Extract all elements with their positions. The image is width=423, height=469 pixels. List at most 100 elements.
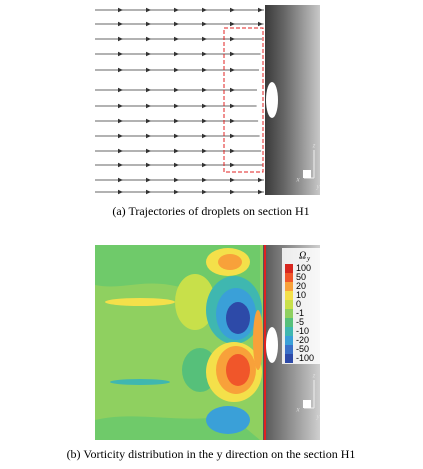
arrow [118, 162, 123, 168]
axis-x: x [295, 176, 300, 184]
arrow [230, 67, 235, 73]
arrow [146, 21, 151, 27]
arrow [202, 36, 207, 42]
arrow [202, 7, 207, 13]
arrow [202, 21, 207, 27]
arrow [174, 51, 179, 57]
arrow [230, 87, 235, 93]
legend-label: -20 [296, 335, 309, 345]
legend-swatch [285, 336, 293, 345]
arrow [174, 87, 179, 93]
arrow [230, 148, 235, 154]
arrow [146, 67, 151, 73]
arrow [230, 21, 235, 27]
arrow [118, 51, 123, 57]
axis-triad: z x y [295, 372, 320, 421]
arrow [230, 118, 235, 124]
arrow [146, 118, 151, 124]
legend-label: -1 [296, 308, 304, 318]
arrow [202, 133, 207, 139]
arrow [174, 7, 179, 13]
arrow [230, 103, 235, 109]
focus-box [223, 27, 264, 173]
arrow [174, 148, 179, 154]
legend-title: Ω [299, 250, 306, 261]
arrow [146, 148, 151, 154]
arrow [202, 87, 207, 93]
arrow [118, 67, 123, 73]
highlight [266, 82, 278, 118]
arrow [174, 133, 179, 139]
legend-swatch [285, 291, 293, 300]
axis-z: z [312, 142, 316, 150]
arrow [174, 177, 179, 183]
arrow [146, 162, 151, 168]
caption: (a) Trajectories of droplets on section … [112, 204, 309, 218]
arrow [118, 118, 123, 124]
axis-x: x [295, 406, 300, 414]
arrow [146, 51, 151, 57]
arrow [230, 133, 235, 139]
legend-label: 50 [296, 272, 306, 282]
arrow [146, 133, 151, 139]
arrow [118, 21, 123, 27]
legend-label: 100 [296, 263, 311, 273]
arrow [258, 7, 263, 13]
legend-subscript: y [306, 255, 311, 263]
legend-swatch [285, 345, 293, 354]
arrow [118, 189, 123, 195]
arrow [146, 87, 151, 93]
legend-label: -5 [296, 317, 304, 327]
arrow [230, 177, 235, 183]
arrow [174, 36, 179, 42]
arrow [146, 36, 151, 42]
arrow [230, 189, 235, 195]
legend-swatch [285, 300, 293, 309]
legend-label: 0 [296, 299, 301, 309]
arrow [202, 67, 207, 73]
arrow [174, 103, 179, 109]
arrow [230, 162, 235, 168]
arrow [202, 118, 207, 124]
arrow [202, 148, 207, 154]
arrow [202, 162, 207, 168]
arrow [258, 177, 263, 183]
arrow [230, 51, 235, 57]
arrow [118, 177, 123, 183]
legend-swatch [285, 318, 293, 327]
axis-triad: z x y [295, 142, 320, 191]
arrow [202, 103, 207, 109]
legend-label: -10 [296, 326, 309, 336]
arrow [174, 189, 179, 195]
arrow [174, 162, 179, 168]
arrow [146, 177, 151, 183]
axis-y: y [315, 413, 320, 421]
arrow [174, 67, 179, 73]
legend-label: 20 [296, 281, 306, 291]
axis-z: z [312, 372, 316, 380]
legend-swatch [285, 264, 293, 273]
arrow [230, 7, 235, 13]
legend-swatch [285, 309, 293, 318]
arrow [174, 118, 179, 124]
arrow [202, 189, 207, 195]
arrow [230, 36, 235, 42]
legend-swatch [285, 282, 293, 291]
arrow [118, 87, 123, 93]
arrow [174, 21, 179, 27]
arrow [118, 7, 123, 13]
arrow [258, 189, 263, 195]
arrow [118, 36, 123, 42]
legend-swatch [285, 327, 293, 336]
arrow [258, 21, 263, 27]
axis-y: y [315, 183, 320, 191]
legend-label: 10 [296, 290, 306, 300]
arrow [202, 177, 207, 183]
legend-label: -50 [296, 344, 309, 354]
arrow [118, 133, 123, 139]
arrow [202, 51, 207, 57]
arrow [118, 148, 123, 154]
legend-label: -100 [296, 353, 314, 363]
